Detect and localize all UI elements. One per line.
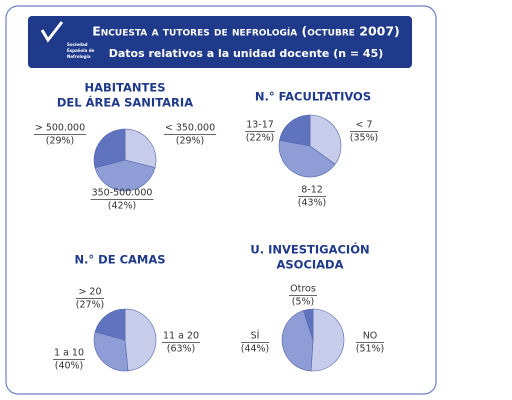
slice-value-label: (42%) — [108, 201, 137, 212]
slice-label: 1 a 10 — [54, 348, 84, 359]
slice-value-label: (40%) — [55, 361, 84, 372]
slice-label: > 20 — [78, 287, 101, 298]
slice-label: Otros — [290, 284, 316, 295]
header-subtitle: Datos relativos a la unidad docente (n =… — [109, 47, 384, 60]
slice-label: 13-17 — [246, 120, 274, 131]
slice-label: 8-12 — [301, 185, 323, 196]
pie-slice — [93, 128, 126, 169]
slice-value-label: (44%) — [241, 344, 270, 355]
slice-label: > 500.000 — [35, 123, 85, 134]
slice-value-label: (29%) — [176, 136, 205, 147]
pie-slice — [94, 159, 156, 192]
chart-title: DEL ÁREA SANITARIA — [57, 95, 193, 110]
logo-text: Nefrología — [67, 54, 91, 59]
frame — [5, 5, 437, 395]
pie-slice — [93, 331, 129, 372]
pie-slice — [310, 308, 345, 372]
chart-title: N.° DE CAMAS — [74, 253, 165, 267]
logo-mark — [40, 21, 64, 43]
chart-title: HABITANTES — [84, 81, 165, 95]
slice-value-label: (22%) — [246, 133, 275, 144]
pie-slice — [309, 114, 342, 165]
slice-value-label: (35%) — [350, 133, 379, 144]
pie-slice — [278, 139, 336, 178]
pie-slice — [279, 114, 311, 147]
slice-value-label: (5%) — [292, 297, 314, 308]
logo-text: Española de — [67, 48, 95, 53]
slice-value-label: (51%) — [356, 344, 385, 355]
slice-value-label: (27%) — [76, 300, 105, 311]
slice-label: < 350.000 — [165, 123, 215, 134]
pie-slice — [94, 308, 126, 341]
slice-label: < 7 — [355, 120, 372, 131]
chart-title: ASOCIADA — [276, 258, 343, 272]
slice-value-label: (63%) — [167, 344, 196, 355]
pie-slice — [281, 310, 314, 372]
slice-label: 11 a 20 — [163, 331, 199, 342]
chart-title: U. INVESTIGACIÓN — [250, 242, 369, 257]
slice-label: NO — [363, 331, 378, 342]
chart-title: N.° FACULTATIVOS — [255, 90, 371, 104]
pie-slice — [124, 308, 157, 372]
logo-text: Sociedad — [67, 42, 88, 47]
slice-label: 350-500.000 — [92, 188, 153, 199]
header-title: Encuesta a tutores de nefrología (octubr… — [92, 24, 400, 39]
header-band — [28, 16, 412, 68]
slice-value-label: (43%) — [298, 198, 327, 209]
slice-label: SÍ — [251, 330, 260, 342]
slice-value-label: (29%) — [46, 136, 75, 147]
pie-slice — [124, 128, 157, 169]
pie-slice — [303, 308, 314, 341]
